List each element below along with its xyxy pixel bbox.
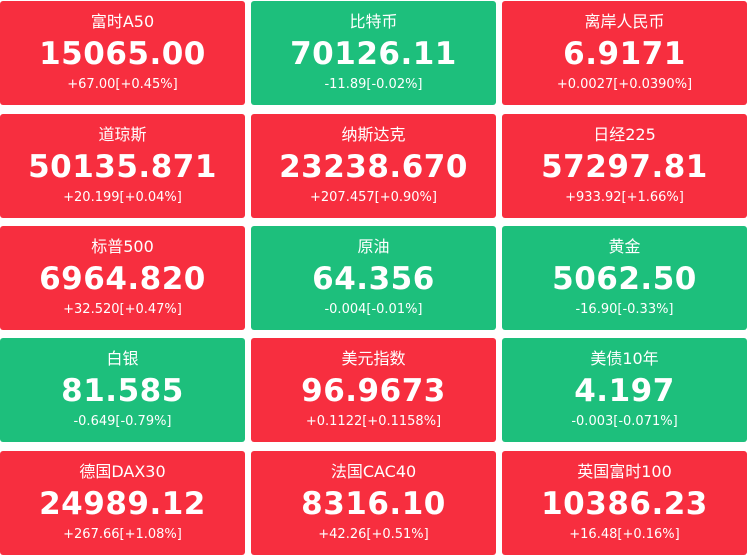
quote-tile-nikkei-225[interactable]: 日经225 57297.81 +933.92[+1.66%] — [502, 114, 747, 218]
quote-name: 美元指数 — [341, 349, 406, 368]
quote-change: +67.00[+0.45%] — [67, 77, 178, 92]
quote-tile-dax30[interactable]: 德国DAX30 24989.12 +267.66[+1.08%] — [0, 451, 245, 555]
quote-price: 23238.670 — [279, 149, 468, 185]
quote-tile-bitcoin[interactable]: 比特币 70126.11 -11.89[-0.02%] — [251, 1, 496, 105]
quote-price: 4.197 — [574, 373, 675, 409]
quote-change: +0.0027[+0.0390%] — [556, 77, 693, 92]
quote-name: 富时A50 — [90, 12, 155, 31]
quote-tile-dow-jones[interactable]: 道琼斯 50135.871 +20.199[+0.04%] — [0, 114, 245, 218]
quote-name: 离岸人民币 — [584, 12, 665, 31]
quote-change: +20.199[+0.04%] — [63, 190, 182, 205]
quote-price: 64.356 — [312, 261, 435, 297]
quote-change: -11.89[-0.02%] — [324, 77, 423, 92]
quote-price: 6.9171 — [563, 36, 686, 72]
quote-price: 15065.00 — [39, 36, 206, 72]
quote-name: 英国富时100 — [577, 462, 672, 481]
quote-change: +0.1122[+0.1158%] — [305, 414, 442, 429]
quote-name: 法国CAC40 — [330, 462, 417, 481]
quote-tile-us-10y-treasury[interactable]: 美债10年 4.197 -0.003[-0.071%] — [502, 338, 747, 442]
quote-tile-ftse-100[interactable]: 英国富时100 10386.23 +16.48[+0.16%] — [502, 451, 747, 555]
quote-change: -0.003[-0.071%] — [571, 414, 678, 429]
quote-change: -0.649[-0.79%] — [73, 414, 172, 429]
quote-change: +42.26[+0.51%] — [318, 527, 429, 542]
quote-name: 日经225 — [593, 125, 656, 144]
quote-change: +16.48[+0.16%] — [569, 527, 680, 542]
quote-price: 24989.12 — [39, 486, 206, 522]
quote-tile-dollar-index[interactable]: 美元指数 96.9673 +0.1122[+0.1158%] — [251, 338, 496, 442]
quote-price: 70126.11 — [290, 36, 457, 72]
quote-name: 德国DAX30 — [79, 462, 166, 481]
quote-change: +267.66[+1.08%] — [63, 527, 182, 542]
quote-tile-silver[interactable]: 白银 81.585 -0.649[-0.79%] — [0, 338, 245, 442]
quote-name: 纳斯达克 — [341, 125, 406, 144]
quote-price: 8316.10 — [301, 486, 446, 522]
quote-price: 10386.23 — [541, 486, 708, 522]
quote-name: 道琼斯 — [98, 125, 147, 144]
quote-name: 标普500 — [91, 237, 154, 256]
quote-tile-sp500[interactable]: 标普500 6964.820 +32.520[+0.47%] — [0, 226, 245, 330]
quote-change: +207.457[+0.90%] — [310, 190, 437, 205]
quote-change: +933.92[+1.66%] — [565, 190, 684, 205]
quote-price: 57297.81 — [541, 149, 708, 185]
quote-name: 白银 — [106, 349, 139, 368]
quote-price: 96.9673 — [301, 373, 446, 409]
quote-tile-crude-oil[interactable]: 原油 64.356 -0.004[-0.01%] — [251, 226, 496, 330]
quote-price: 50135.871 — [28, 149, 217, 185]
quote-tile-gold[interactable]: 黄金 5062.50 -16.90[-0.33%] — [502, 226, 747, 330]
quote-tile-ftse-a50[interactable]: 富时A50 15065.00 +67.00[+0.45%] — [0, 1, 245, 105]
quote-price: 81.585 — [61, 373, 184, 409]
quote-name: 比特币 — [349, 12, 398, 31]
quote-name: 黄金 — [608, 237, 641, 256]
quote-name: 原油 — [357, 237, 390, 256]
quote-change: +32.520[+0.47%] — [63, 302, 182, 317]
quote-tile-offshore-cny[interactable]: 离岸人民币 6.9171 +0.0027[+0.0390%] — [502, 1, 747, 105]
quote-name: 美债10年 — [590, 349, 659, 368]
quote-price: 5062.50 — [552, 261, 697, 297]
quote-price: 6964.820 — [39, 261, 206, 297]
quote-tile-nasdaq[interactable]: 纳斯达克 23238.670 +207.457[+0.90%] — [251, 114, 496, 218]
quote-change: -16.90[-0.33%] — [575, 302, 674, 317]
quote-change: -0.004[-0.01%] — [324, 302, 423, 317]
quote-tile-cac40[interactable]: 法国CAC40 8316.10 +42.26[+0.51%] — [251, 451, 496, 555]
